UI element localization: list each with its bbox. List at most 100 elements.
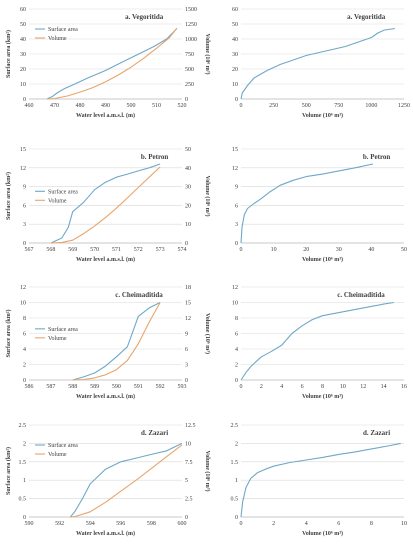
- y-tick-label: 0: [235, 515, 238, 521]
- y-tick-label: 3: [23, 222, 26, 228]
- legend-label: Surface area: [48, 442, 78, 449]
- y-tick-label: 12: [20, 166, 26, 172]
- x-tick-label: 594: [86, 521, 95, 527]
- y2-tick-label: 5: [185, 478, 188, 484]
- x-tick-label: 1250: [398, 103, 410, 109]
- chart-title-bg: [315, 289, 407, 300]
- y-tick-label: 8: [235, 316, 238, 322]
- x-tick-label: 4: [280, 384, 283, 390]
- y2-tick-label: 3: [185, 363, 188, 369]
- y-tick-label: 40: [232, 37, 238, 43]
- legend-label: Surface area: [48, 188, 78, 195]
- y2-tick-label: 2.5: [185, 497, 193, 503]
- y-tick-label: 6: [23, 332, 26, 338]
- x-axis-label: Volume (10⁶ m³): [302, 393, 343, 400]
- x-tick-label: 50: [401, 247, 407, 253]
- x-tick-label: 570: [90, 247, 99, 253]
- y-tick-label: 9: [235, 185, 238, 191]
- volume-line: [72, 302, 161, 381]
- chart-title: a. Vegoritida: [125, 13, 164, 21]
- x-tick-label: 6: [337, 521, 340, 527]
- x-tick-label: 12: [360, 384, 366, 390]
- legend: Surface area Volume: [35, 442, 78, 458]
- y2-tick-label: 50: [185, 147, 191, 153]
- chart-title: d. Zazari: [363, 429, 390, 437]
- x-tick-label: 500: [302, 103, 311, 109]
- x-tick-label: 1000: [365, 103, 377, 109]
- x-tick-label: 16: [401, 384, 407, 390]
- y2-tick-label: 0: [185, 241, 188, 247]
- y2-tick-label: 20: [185, 203, 191, 209]
- y2-tick-label: 12: [185, 316, 191, 322]
- x-tick-label: 490: [101, 103, 110, 109]
- y-tick-label: 10: [20, 301, 26, 307]
- x-axis-label: Water level a.m.s.l. (m): [76, 393, 135, 400]
- x-tick-label: 572: [134, 247, 143, 253]
- legend-label: Volume: [48, 336, 67, 342]
- y-tick-label: 10: [232, 82, 238, 88]
- chart-title: b. Petron: [141, 153, 169, 161]
- y2-axis-label: Volume (10⁶ m³): [204, 313, 211, 354]
- y-tick-label: 1: [23, 478, 26, 484]
- legend-label: Volume: [48, 452, 67, 458]
- y-tick-label: 10: [232, 301, 238, 307]
- chart-title-bg: [93, 289, 185, 300]
- x-tick-label: 0: [240, 384, 243, 390]
- y-tick-label: 20: [20, 67, 26, 73]
- chart-panel-4: 0 3 6 9 12 15 0 10 20 30 40 50 b. Petron Volume (10⁶ …: [232, 147, 407, 263]
- surface-area-line: [50, 163, 161, 244]
- legend-label: Surface area: [48, 326, 78, 333]
- x-tick-label: 600: [178, 521, 187, 527]
- x-tick-label: 10: [271, 247, 277, 253]
- y2-axis-label: Volume (10⁶ m³): [204, 450, 211, 491]
- y2-tick-label: 250: [185, 82, 194, 88]
- y-axis-label: Surface area (km²): [5, 30, 12, 78]
- y-tick-label: 0: [235, 378, 238, 384]
- y-tick-label: 8: [23, 316, 26, 322]
- volume-line: [46, 27, 178, 100]
- x-tick-label: 10: [401, 521, 407, 527]
- x-tick-label: 598: [147, 521, 156, 527]
- x-tick-label: 520: [178, 103, 187, 109]
- chart-title: b. Petron: [363, 153, 391, 161]
- y-tick-label: 0.5: [231, 497, 239, 503]
- x-tick-label: 592: [156, 384, 165, 390]
- y2-tick-label: 9: [185, 332, 188, 338]
- y-axis-label: Surface area (km²): [5, 447, 12, 495]
- y2-tick-label: 7.5: [185, 460, 193, 466]
- legend: Surface area Volume: [35, 188, 78, 204]
- legend: Surface area Volume: [35, 326, 78, 342]
- x-tick-label: 4: [305, 521, 308, 527]
- volume-line: [70, 444, 183, 518]
- surface-area-line: [240, 27, 395, 100]
- y-tick-label: 30: [232, 52, 238, 58]
- x-tick-label: 587: [46, 384, 55, 390]
- y-tick-label: 20: [232, 67, 238, 73]
- y2-tick-label: 750: [185, 52, 194, 58]
- surface-area-line: [72, 302, 161, 381]
- volume-line: [50, 166, 161, 244]
- y-tick-label: 1.5: [231, 460, 239, 466]
- chart-panel-2: 0 10 20 30 40 50 60 0 250 500 750 1000 1250 a. Vegori…: [232, 7, 410, 119]
- y-tick-label: 50: [232, 22, 238, 28]
- y-tick-label: 12: [232, 166, 238, 172]
- x-tick-label: 510: [152, 103, 161, 109]
- x-tick-label: 10: [340, 384, 346, 390]
- y-tick-label: 3: [235, 222, 238, 228]
- y2-tick-label: 1500: [185, 7, 197, 13]
- chart-title-bg: [347, 151, 406, 162]
- x-tick-label: 590: [25, 521, 34, 527]
- x-tick-label: 470: [50, 103, 59, 109]
- chart-title: c. Cheimaditida: [115, 291, 163, 299]
- x-tick-label: 20: [303, 247, 309, 253]
- y-tick-label: 15: [20, 147, 26, 153]
- chart-title-bg: [125, 151, 184, 162]
- y2-tick-label: 10: [185, 441, 191, 447]
- x-axis-label: Volume (10⁶ m³): [302, 256, 343, 263]
- x-tick-label: 593: [178, 384, 187, 390]
- x-tick-label: 573: [156, 247, 165, 253]
